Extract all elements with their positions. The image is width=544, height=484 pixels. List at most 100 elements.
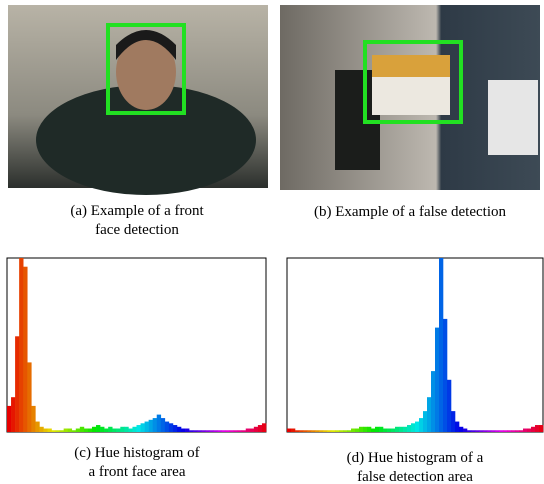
figure: (a) Example of a front face detection (b) … <box>0 0 544 484</box>
bar <box>7 406 11 432</box>
bar <box>507 430 511 432</box>
bar <box>209 430 213 432</box>
bar <box>419 418 423 432</box>
bar <box>104 429 108 432</box>
bar <box>258 425 262 432</box>
bar <box>291 429 295 432</box>
bar <box>173 425 177 432</box>
bar <box>72 430 76 432</box>
bar <box>128 429 132 432</box>
bar <box>459 427 463 432</box>
bar <box>177 427 181 432</box>
bar <box>56 430 60 432</box>
caption: (a) Example of a front <box>70 203 204 219</box>
caption: (c) Hue histogram of <box>74 445 199 461</box>
caption: face detection <box>95 222 179 238</box>
bar <box>157 415 161 432</box>
bar <box>399 427 403 432</box>
bar <box>141 423 145 432</box>
bar <box>262 423 266 432</box>
bar <box>375 427 379 432</box>
bar <box>165 422 169 432</box>
bar <box>230 430 234 432</box>
photo-a <box>8 5 268 195</box>
bar <box>351 429 355 432</box>
bar <box>327 430 331 432</box>
bar <box>331 430 335 432</box>
bar <box>84 429 88 432</box>
bar <box>100 427 104 432</box>
bar <box>303 430 307 432</box>
bar <box>287 429 291 432</box>
bar <box>343 430 347 432</box>
bar <box>523 429 527 432</box>
bar <box>363 427 367 432</box>
bar <box>39 427 43 432</box>
bar <box>359 427 363 432</box>
bar <box>217 430 221 432</box>
bar <box>250 429 254 432</box>
caption: (b) Example of a false detection <box>314 204 506 220</box>
bar <box>181 429 185 432</box>
bar <box>197 430 201 432</box>
bar <box>511 430 515 432</box>
bar <box>120 427 124 432</box>
bar <box>307 430 311 432</box>
bar <box>347 430 351 432</box>
bar <box>242 430 246 432</box>
bar <box>52 430 56 432</box>
caption: (d) Hue histogram of a <box>347 450 484 466</box>
histogram-frame <box>7 258 266 432</box>
bar <box>64 429 68 432</box>
bar <box>80 427 84 432</box>
bar <box>335 430 339 432</box>
bar <box>515 430 519 432</box>
bar <box>193 430 197 432</box>
bar <box>439 258 443 432</box>
bar <box>539 425 543 432</box>
bar <box>415 422 419 432</box>
bar <box>411 423 415 432</box>
bar <box>124 427 128 432</box>
bar <box>149 420 153 432</box>
bar <box>201 430 205 432</box>
bar <box>531 427 535 432</box>
bar <box>221 430 225 432</box>
bar <box>339 430 343 432</box>
histogram-frame <box>287 258 543 432</box>
caption: a front face area <box>88 464 185 480</box>
bar <box>145 422 149 432</box>
bar <box>431 371 435 432</box>
bar <box>379 427 383 432</box>
bar <box>60 430 64 432</box>
bar <box>47 429 51 432</box>
bar <box>185 429 189 432</box>
bar <box>371 429 375 432</box>
bar <box>463 429 467 432</box>
bar <box>427 397 431 432</box>
bar <box>27 362 31 432</box>
bar <box>238 430 242 432</box>
bar <box>387 429 391 432</box>
bar <box>96 425 100 432</box>
bar <box>395 427 399 432</box>
bar <box>246 429 250 432</box>
bar <box>491 430 495 432</box>
bar <box>319 430 323 432</box>
bar <box>527 429 531 432</box>
bar <box>407 425 411 432</box>
bar <box>535 425 539 432</box>
bar <box>355 429 359 432</box>
bar <box>11 397 15 432</box>
bar <box>31 406 35 432</box>
bar <box>112 429 116 432</box>
bar <box>108 427 112 432</box>
bar <box>503 430 507 432</box>
bar <box>35 422 39 432</box>
bar <box>189 430 193 432</box>
bar <box>169 423 173 432</box>
bar <box>403 427 407 432</box>
bar <box>234 430 238 432</box>
bar <box>88 429 92 432</box>
bar <box>483 430 487 432</box>
